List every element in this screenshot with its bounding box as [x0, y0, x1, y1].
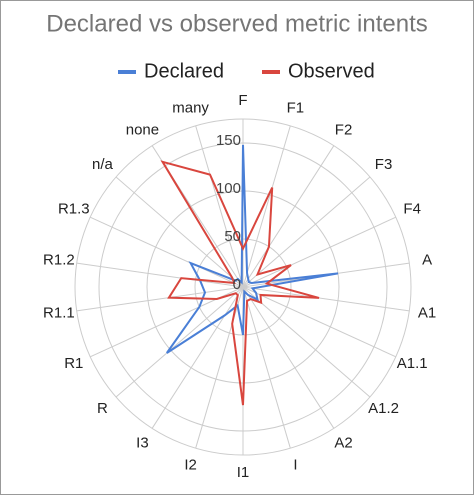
- category-label: I1: [237, 464, 250, 481]
- category-label: R1.2: [43, 251, 75, 268]
- category-label: F2: [335, 121, 353, 138]
- spoke: [242, 286, 371, 398]
- y-tick-label: 100: [216, 180, 241, 197]
- spoke: [242, 145, 335, 288]
- spoke: [115, 176, 244, 288]
- spoke: [242, 125, 291, 288]
- category-label: R1: [64, 355, 83, 372]
- y-tick-label: 0: [233, 276, 241, 293]
- y-tick-label: 150: [216, 132, 241, 149]
- spoke: [89, 216, 244, 288]
- series-line: [160, 160, 320, 406]
- category-label: I3: [136, 434, 149, 451]
- category-label: R1.3: [58, 201, 90, 218]
- spoke: [242, 286, 410, 312]
- category-label: I2: [184, 456, 197, 473]
- chart-title: Declared vs observed metric intents: [46, 10, 428, 37]
- category-label: F: [238, 92, 247, 109]
- legend-label: Observed: [288, 60, 375, 82]
- category-label: F4: [403, 201, 421, 218]
- category-label: R1.1: [43, 304, 75, 321]
- category-label: A1: [418, 304, 436, 321]
- category-label: A: [422, 251, 432, 268]
- spoke: [151, 286, 244, 429]
- spoke: [76, 286, 244, 312]
- category-label: R: [97, 400, 108, 417]
- category-label: A2: [334, 434, 352, 451]
- spoke: [195, 125, 244, 288]
- legend-swatch: [118, 70, 136, 74]
- category-label: none: [126, 121, 159, 138]
- category-label: A1.2: [368, 400, 399, 417]
- spoke: [242, 286, 335, 429]
- spoke: [76, 262, 244, 288]
- spoke: [242, 286, 291, 449]
- legend-swatch: [262, 70, 280, 74]
- category-label: many: [172, 100, 209, 117]
- category-label: A1.1: [397, 355, 428, 372]
- spoke: [242, 176, 371, 288]
- legend-label: Declared: [144, 60, 224, 82]
- category-label: F1: [287, 100, 305, 117]
- category-label: n/a: [92, 156, 114, 173]
- spoke: [242, 286, 397, 358]
- y-tick-label: 50: [224, 228, 241, 245]
- category-label: I: [293, 456, 297, 473]
- category-label: F3: [375, 156, 393, 173]
- series-line: [166, 144, 339, 354]
- spoke: [242, 216, 397, 288]
- spoke: [115, 286, 244, 398]
